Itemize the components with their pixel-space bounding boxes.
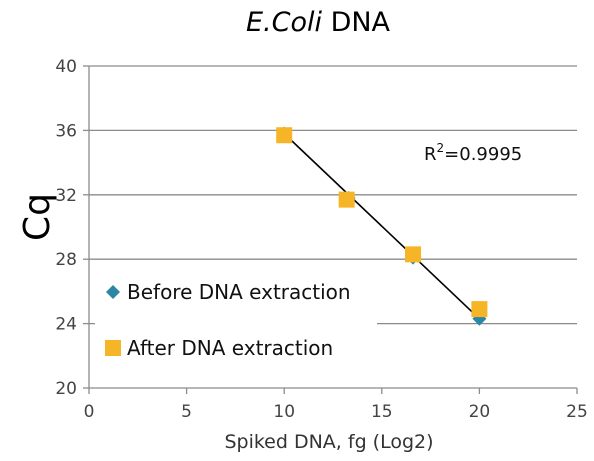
point-after-dna-extraction-2: [338, 191, 355, 208]
trendline: [283, 133, 480, 320]
legend-label-before-dna-extraction: Before DNA extraction: [127, 280, 351, 304]
y-tick-label-36: 36: [55, 121, 77, 141]
data-points: [276, 126, 488, 326]
trendline-group: [283, 133, 480, 320]
y-axis-label: Cq: [17, 193, 58, 241]
legend-label-after-dna-extraction: After DNA extraction: [127, 336, 333, 360]
y-tick-label-32: 32: [55, 186, 77, 206]
y-tick-label-40: 40: [55, 57, 77, 77]
y-tick-label-24: 24: [55, 315, 77, 335]
axes: [83, 65, 578, 394]
legend-marker-before-dna-extraction: [106, 285, 120, 299]
chart-title-rest: DNA: [322, 7, 391, 38]
point-after-dna-extraction-1: [276, 127, 293, 144]
gridlines: [89, 65, 577, 325]
legend-marker-after-dna-extraction: [105, 340, 121, 356]
chart-title-italic: E.Coli: [246, 7, 323, 38]
legend: Before DNA extraction After DNA extractio…: [95, 270, 377, 368]
x-tick-label-15: 15: [371, 402, 393, 422]
x-tick-label-25: 25: [566, 402, 588, 422]
point-after-dna-extraction-3: [405, 246, 422, 263]
x-tick-label-20: 20: [469, 402, 491, 422]
x-tick-label-5: 5: [181, 402, 192, 422]
r-squared-annotation: R2=0.9995: [424, 141, 522, 165]
point-after-dna-extraction-4: [471, 301, 488, 318]
legend-background: [95, 270, 377, 368]
tick-labels: 20 24 28 32 36 40 0 5 10 15 20 25: [55, 57, 587, 422]
chart-title: E.Coli DNA: [246, 7, 391, 38]
x-tick-label-0: 0: [84, 402, 95, 422]
x-axis-label: Spiked DNA, fg (Log2): [224, 431, 433, 453]
y-tick-label-28: 28: [55, 250, 77, 270]
x-tick-label-10: 10: [273, 402, 295, 422]
y-tick-label-20: 20: [55, 379, 77, 399]
